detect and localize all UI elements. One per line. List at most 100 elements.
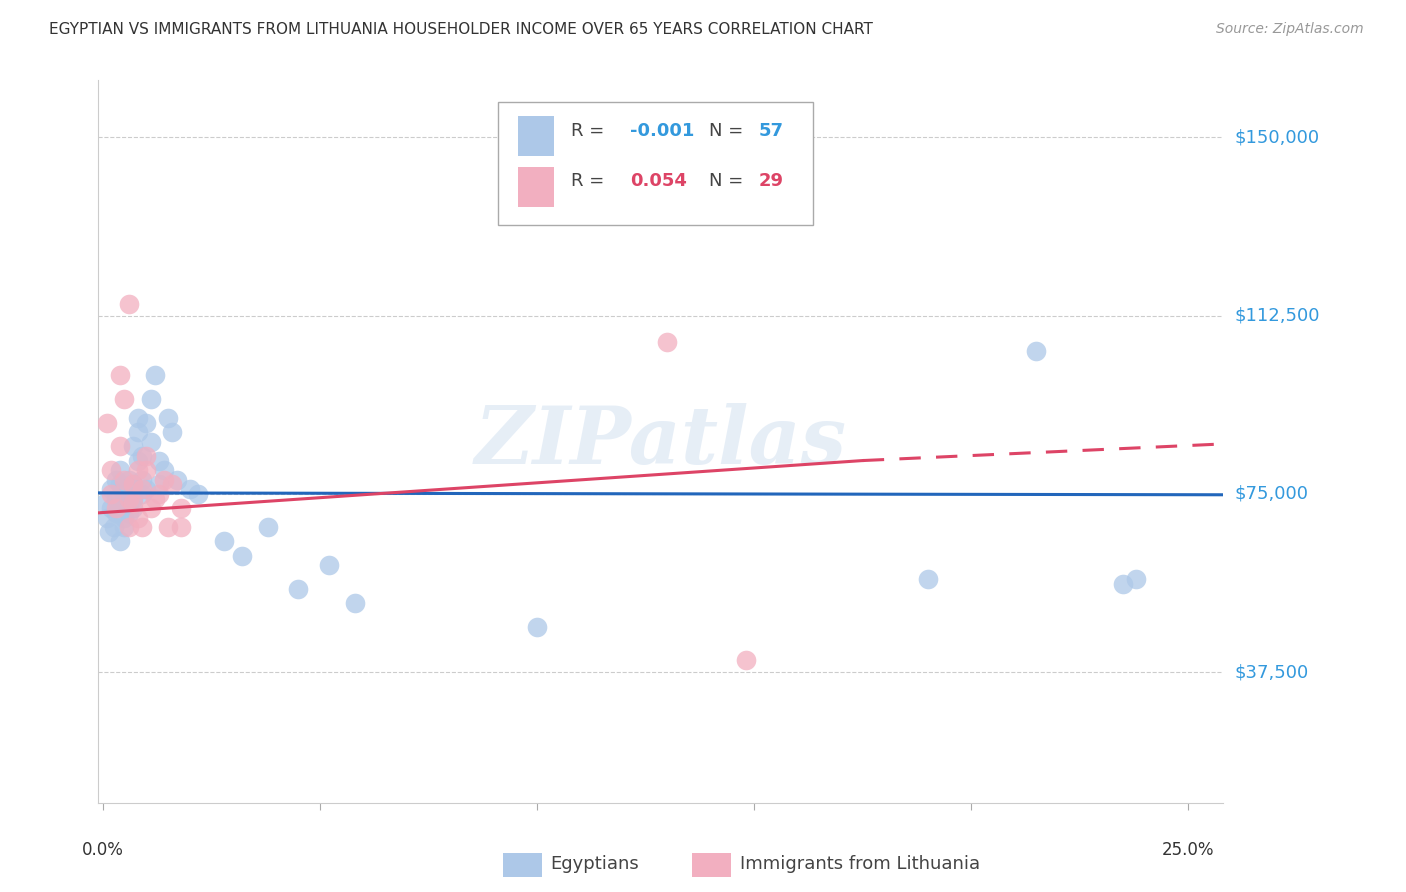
Text: Source: ZipAtlas.com: Source: ZipAtlas.com [1216, 22, 1364, 37]
Point [114, 510, 136, 524]
Point [139, 434, 162, 449]
Point [143, 491, 166, 506]
Point [148, 477, 170, 491]
Text: 25.0%: 25.0% [1163, 841, 1215, 859]
Point [135, 482, 157, 496]
Text: N =: N = [709, 172, 749, 190]
Point [214, 534, 236, 549]
Point [765, 169, 787, 183]
Point [114, 473, 136, 487]
Text: 57: 57 [759, 122, 783, 140]
Point [108, 477, 131, 491]
Point [734, 653, 756, 667]
Point [104, 491, 127, 506]
Point [118, 496, 141, 510]
Point [152, 473, 174, 487]
Point [135, 449, 157, 463]
Point [108, 534, 131, 549]
Text: -0.001: -0.001 [630, 122, 695, 140]
Point [148, 453, 170, 467]
Point [1125, 573, 1147, 587]
Text: ZIPatlas: ZIPatlas [475, 403, 846, 480]
Point [122, 477, 145, 491]
Point [118, 520, 141, 534]
Text: $112,500: $112,500 [1234, 307, 1320, 325]
Point [104, 501, 127, 516]
Point [131, 487, 153, 501]
Point [114, 491, 136, 506]
Text: $150,000: $150,000 [1234, 128, 1319, 146]
Point [122, 501, 145, 516]
FancyBboxPatch shape [692, 853, 731, 877]
Point [170, 520, 193, 534]
Point [131, 473, 153, 487]
Point [657, 334, 679, 349]
Point [143, 368, 166, 382]
Text: R =: R = [571, 122, 610, 140]
Point [127, 453, 149, 467]
Point [114, 520, 136, 534]
Point [103, 520, 125, 534]
Text: 29: 29 [759, 172, 783, 190]
Point [526, 620, 548, 634]
Point [122, 439, 145, 453]
FancyBboxPatch shape [517, 167, 554, 207]
Point [118, 506, 141, 520]
Point [100, 463, 122, 477]
Point [98, 524, 121, 539]
Point [96, 510, 118, 524]
Point [96, 416, 118, 430]
Point [127, 463, 149, 477]
Point [287, 582, 309, 596]
Text: $37,500: $37,500 [1234, 663, 1309, 681]
Point [114, 501, 136, 516]
Point [187, 487, 209, 501]
Point [179, 482, 201, 496]
Point [94, 496, 117, 510]
Point [104, 506, 127, 520]
Text: N =: N = [709, 122, 749, 140]
Text: 0.0%: 0.0% [82, 841, 124, 859]
Point [152, 463, 174, 477]
Point [148, 487, 170, 501]
Point [100, 487, 122, 501]
Point [118, 296, 141, 310]
Point [122, 477, 145, 491]
Point [100, 501, 122, 516]
FancyBboxPatch shape [517, 117, 554, 156]
Point [135, 416, 157, 430]
Point [162, 425, 184, 439]
Point [657, 202, 679, 216]
Point [1112, 577, 1135, 591]
Point [114, 487, 136, 501]
Text: 0.054: 0.054 [630, 172, 688, 190]
Point [162, 477, 184, 491]
Point [118, 473, 141, 487]
Point [127, 425, 149, 439]
Point [108, 463, 131, 477]
Text: $75,000: $75,000 [1234, 485, 1309, 503]
Point [318, 558, 340, 573]
Text: EGYPTIAN VS IMMIGRANTS FROM LITHUANIA HOUSEHOLDER INCOME OVER 65 YEARS CORRELATI: EGYPTIAN VS IMMIGRANTS FROM LITHUANIA HO… [49, 22, 873, 37]
Point [131, 449, 153, 463]
FancyBboxPatch shape [498, 102, 813, 225]
Point [127, 410, 149, 425]
Text: Immigrants from Lithuania: Immigrants from Lithuania [740, 855, 980, 873]
Point [127, 510, 149, 524]
Point [108, 368, 131, 382]
Text: Egyptians: Egyptians [551, 855, 640, 873]
Point [231, 549, 253, 563]
Point [114, 392, 136, 406]
Point [917, 573, 939, 587]
Point [256, 520, 278, 534]
Point [118, 482, 141, 496]
FancyBboxPatch shape [503, 853, 541, 877]
Point [139, 501, 162, 516]
Point [156, 410, 179, 425]
Point [122, 491, 145, 506]
Point [1025, 344, 1047, 359]
Point [118, 491, 141, 506]
Point [100, 482, 122, 496]
Point [156, 520, 179, 534]
Point [139, 392, 162, 406]
